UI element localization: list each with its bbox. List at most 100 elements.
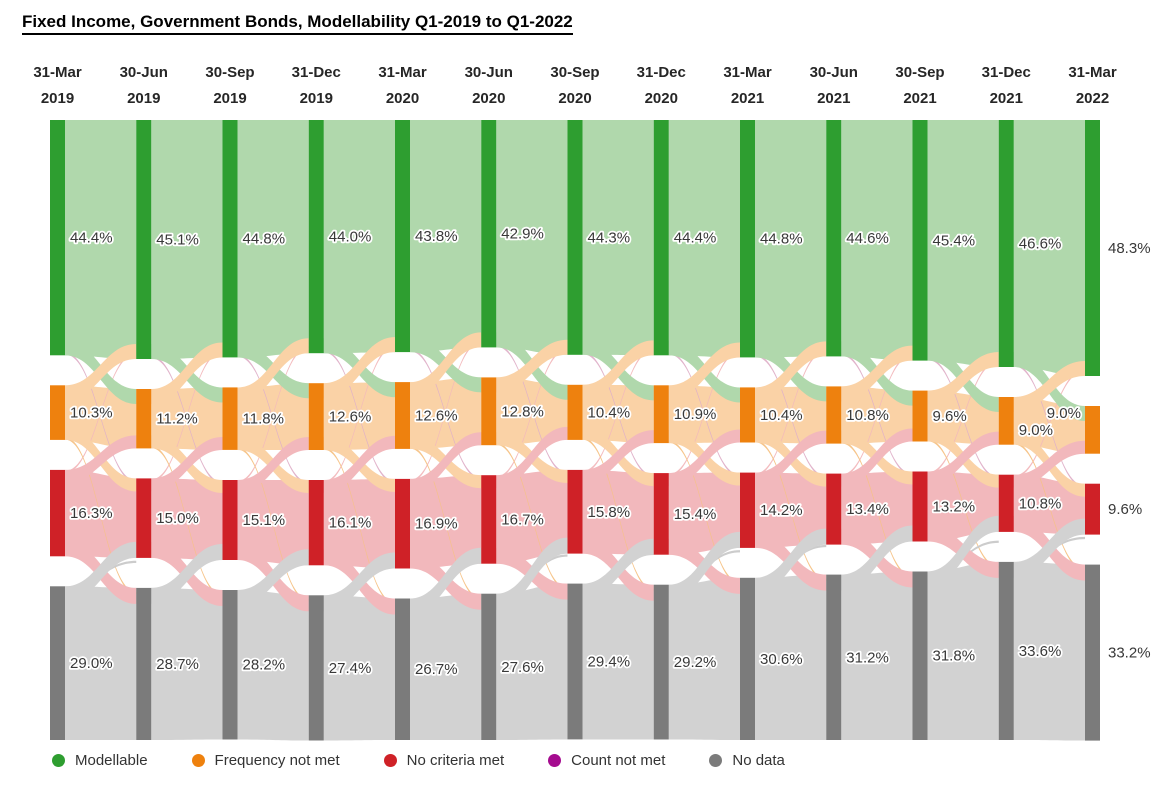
value-label: 28.7% xyxy=(156,656,199,673)
sankey-node xyxy=(136,389,152,449)
sankey-node xyxy=(1085,406,1100,454)
value-label: 9.0% xyxy=(1047,405,1081,422)
sankey-node xyxy=(998,397,1014,445)
sankey-node xyxy=(826,574,842,740)
sankey-node xyxy=(912,390,928,442)
sankey-node xyxy=(740,120,755,358)
column-header-line1: 31-Mar xyxy=(723,64,772,81)
value-label: 30.6% xyxy=(760,651,803,668)
column-header-10: 30-Jun 2021 xyxy=(791,60,877,112)
column-header-line1: 31-Mar xyxy=(378,64,427,81)
value-label: 29.2% xyxy=(674,654,717,671)
sankey-node xyxy=(308,383,324,450)
column-header-line2: 2020 xyxy=(472,90,506,107)
column-header-line2: 2020 xyxy=(644,90,678,107)
chart-title: Fixed Income, Government Bonds, Modellab… xyxy=(22,12,573,35)
sankey-node xyxy=(567,384,583,440)
column-header-line2: 2021 xyxy=(730,90,765,107)
value-label: 11.8% xyxy=(243,411,284,428)
value-label: 33.2% xyxy=(1108,645,1151,662)
sankey-node xyxy=(826,386,842,444)
sankey-node xyxy=(653,120,669,356)
sankey-node xyxy=(912,571,928,740)
column-header-4: 31-Dec 2019 xyxy=(273,60,359,112)
sankey-node xyxy=(1085,483,1100,535)
column-header-line1: 31-Dec xyxy=(636,64,686,81)
sankey-node xyxy=(567,469,583,554)
sankey-node xyxy=(395,598,410,740)
legend-label: No criteria met xyxy=(406,752,505,769)
legend-item-no-criteria-met: No criteria met xyxy=(383,752,505,769)
value-label: 44.0% xyxy=(329,229,372,246)
sankey-node xyxy=(50,120,65,356)
sankey-node xyxy=(136,478,152,558)
sankey-node xyxy=(308,120,324,354)
value-label: 16.3% xyxy=(70,505,113,522)
column-header-line1: 30-Jun xyxy=(809,64,858,81)
sankey-node xyxy=(395,382,410,449)
value-label: 44.3% xyxy=(588,229,631,246)
column-header-line1: 31-Dec xyxy=(981,64,1031,81)
legend-label: Count not met xyxy=(571,752,666,769)
legend-label: No data xyxy=(732,752,785,769)
legend-item-modellable: Modellable xyxy=(52,752,148,769)
value-label: 15.4% xyxy=(674,506,717,523)
sankey-node xyxy=(222,590,238,740)
value-label: 10.8% xyxy=(1019,495,1062,512)
sankey-node xyxy=(998,474,1014,532)
legend-item-count-not-met: Count not met xyxy=(548,752,665,769)
column-header-line1: 30-Sep xyxy=(550,64,600,81)
value-label: 9.0% xyxy=(1019,422,1053,439)
value-label: 29.0% xyxy=(70,655,113,672)
sankey-node xyxy=(395,120,410,353)
value-label: 45.4% xyxy=(933,232,976,249)
column-header-line2: 2019 xyxy=(40,90,75,107)
value-label: 9.6% xyxy=(1108,501,1142,518)
sankey-node xyxy=(653,385,669,444)
value-label: 42.9% xyxy=(501,226,544,243)
legend-item-no-data: No data xyxy=(709,752,785,769)
sankey-node xyxy=(50,469,65,557)
column-header-line2: 2021 xyxy=(817,90,851,107)
value-label: 27.4% xyxy=(329,660,372,677)
sankey-node xyxy=(481,377,497,446)
value-label: 15.1% xyxy=(243,512,286,529)
column-header-13: 31-Mar 2022 xyxy=(1050,60,1136,112)
value-label: 10.9% xyxy=(674,406,717,423)
value-label: 27.6% xyxy=(501,659,544,676)
column-header-7: 30-Sep 2020 xyxy=(532,60,618,112)
column-header-5: 31-Mar 2020 xyxy=(360,60,446,112)
value-label: 9.6% xyxy=(933,408,967,425)
sankey-node xyxy=(395,478,410,569)
value-label: 10.4% xyxy=(760,407,803,424)
value-label: 31.8% xyxy=(933,648,976,665)
legend-dot-icon xyxy=(383,754,397,767)
sankey-node xyxy=(567,120,583,355)
column-header-2: 30-Jun 2019 xyxy=(101,60,187,112)
value-label: 13.2% xyxy=(933,499,976,516)
column-header-1: 31-Mar 2019 xyxy=(15,60,101,112)
sankey-node xyxy=(222,480,238,560)
value-label: 44.8% xyxy=(760,231,803,248)
sankey-node xyxy=(653,473,669,555)
value-label: 31.2% xyxy=(846,649,889,666)
legend-dot-icon xyxy=(52,754,65,767)
sankey-node xyxy=(826,120,842,357)
legend-dot-icon xyxy=(191,754,205,767)
column-header-line2: 2020 xyxy=(385,90,420,107)
value-label: 15.0% xyxy=(156,510,199,527)
legend-item-frequency-not-met: Frequency not met xyxy=(191,752,340,769)
sankey-node xyxy=(740,577,755,740)
value-label: 12.6% xyxy=(415,408,458,425)
sankey-node xyxy=(481,475,497,564)
sankey-node xyxy=(308,595,324,741)
column-header-line1: 31-Mar xyxy=(1068,64,1117,81)
legend-label: Frequency not met xyxy=(214,752,340,769)
column-header-line2: 2019 xyxy=(213,90,247,107)
value-label: 12.6% xyxy=(329,409,372,426)
column-header-line1: 31-Mar xyxy=(33,64,82,81)
value-label: 16.7% xyxy=(501,512,544,529)
sankey-node xyxy=(567,583,583,740)
value-label: 14.2% xyxy=(760,502,803,519)
